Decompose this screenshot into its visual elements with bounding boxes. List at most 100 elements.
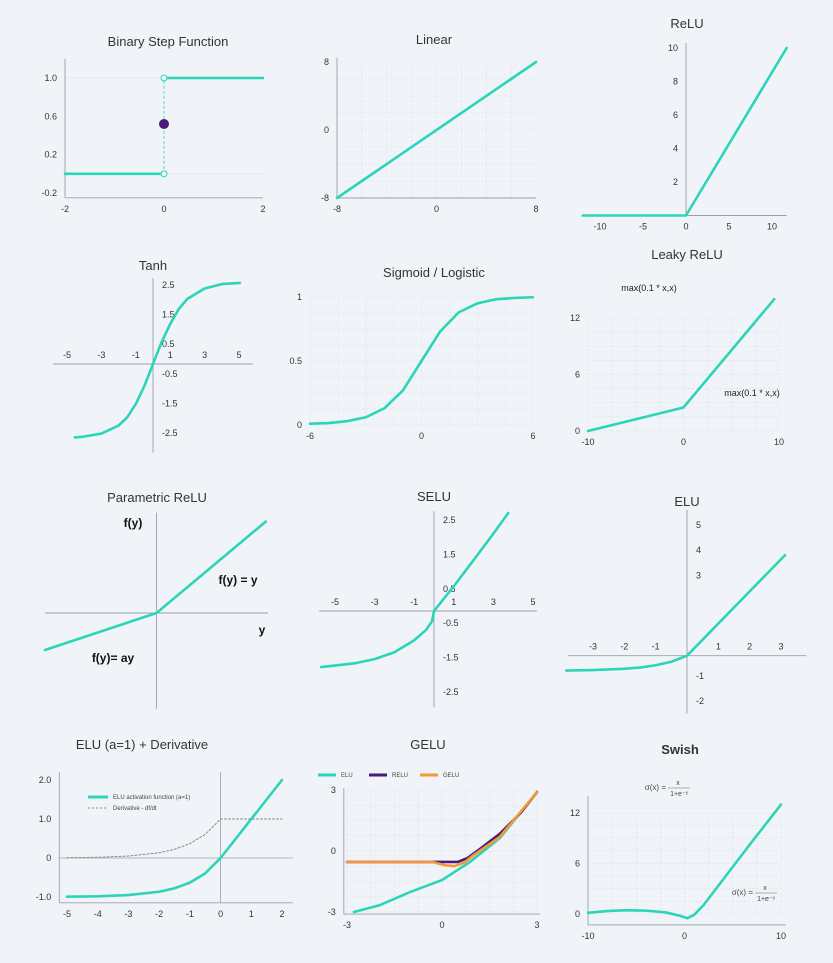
y-tick-label: 1.0 bbox=[39, 814, 52, 824]
x-tick-label: -8 bbox=[333, 204, 341, 214]
y-tick-label: 0.2 bbox=[44, 150, 57, 160]
chart-panel-2: 10 8 6 4 2 -10 -5 0 5 10 bbox=[581, 42, 788, 232]
x-tick-label: 5 bbox=[236, 350, 241, 360]
x-tick-label: -2 bbox=[155, 909, 163, 919]
annotation-label: y bbox=[259, 623, 266, 637]
x-tick-label: -1 bbox=[652, 642, 660, 652]
chart-title: Leaky ReLU bbox=[651, 247, 723, 262]
y-tick-label: 1.5 bbox=[443, 549, 456, 559]
x-tick-label: 3 bbox=[491, 597, 496, 607]
y-tick-label: 2.5 bbox=[443, 515, 456, 525]
formula-lhs: σ(x) = bbox=[732, 888, 753, 897]
annotation-label: f(y) bbox=[124, 516, 143, 530]
x-tick-label: 2 bbox=[279, 909, 284, 919]
series-line-elu bbox=[352, 790, 539, 914]
chart-title: Sigmoid / Logistic bbox=[383, 265, 485, 280]
formula-lhs: σ(x) = bbox=[645, 783, 666, 792]
y-tick-label: 8 bbox=[324, 57, 329, 67]
annotation-label: f(y) = y bbox=[218, 573, 257, 587]
chart-panel-3: 2.5 1.5 0.5 -0.5 -1.5 -2.5 -5 -3 -1 1 3 5 bbox=[53, 278, 253, 453]
y-tick-label: 3 bbox=[331, 785, 336, 795]
y-tick-label: 1.0 bbox=[44, 73, 57, 83]
x-tick-label: -2 bbox=[620, 642, 628, 652]
x-tick-label: 0 bbox=[682, 931, 687, 941]
chart-panel-11: 12 6 0 -10 0 10 σ(x) = x 1+e⁻ˣ σ(x) = x 1+e⁻ˣ bbox=[570, 780, 786, 941]
x-tick-label: -3 bbox=[124, 909, 132, 919]
chart-panel-0: 1.0 0.6 0.2 -0.2 -2 0 2 bbox=[41, 58, 266, 214]
y-tick-label: 1.5 bbox=[162, 310, 175, 320]
formula-denominator: 1+e⁻ˣ bbox=[757, 896, 776, 903]
chart-title: Linear bbox=[416, 32, 453, 47]
filled-point-marker bbox=[159, 119, 169, 129]
x-tick-label: 1 bbox=[249, 909, 254, 919]
chart-title: Parametric ReLU bbox=[107, 490, 207, 505]
x-tick-label: 5 bbox=[726, 222, 731, 232]
y-tick-label: 6 bbox=[575, 859, 580, 869]
x-tick-label: 0 bbox=[439, 920, 444, 930]
series-line-swish bbox=[586, 803, 783, 920]
y-tick-label: 4 bbox=[696, 545, 701, 555]
legend-label: RELU bbox=[392, 773, 408, 779]
y-tick-label: 10 bbox=[668, 43, 678, 53]
y-tick-label: -2 bbox=[696, 696, 704, 706]
y-tick-label: 0.6 bbox=[44, 111, 57, 121]
y-tick-label: 0 bbox=[575, 426, 580, 436]
y-tick-label: -0.5 bbox=[443, 618, 459, 628]
y-tick-label: 0 bbox=[297, 420, 302, 430]
y-tick-label: 12 bbox=[570, 313, 580, 323]
series-line-prelu bbox=[43, 520, 268, 652]
legend-label: ELU bbox=[341, 773, 353, 779]
chart-panel-4: 1 0.5 0 -6 0 6 bbox=[289, 292, 535, 441]
x-tick-label: 1 bbox=[451, 597, 456, 607]
x-tick-label: 3 bbox=[202, 350, 207, 360]
legend-label: Derivative - df/dt bbox=[113, 806, 157, 812]
chart-title: GELU bbox=[410, 737, 445, 752]
x-tick-label: -1 bbox=[132, 350, 140, 360]
chart-title: ReLU bbox=[670, 16, 703, 31]
y-tick-label: 0.5 bbox=[443, 584, 456, 594]
open-point-marker bbox=[160, 170, 168, 178]
chart-title: Tanh bbox=[139, 258, 167, 273]
y-tick-label: -0.5 bbox=[162, 369, 178, 379]
y-tick-label: 0 bbox=[575, 909, 580, 919]
y-tick-label: 2 bbox=[673, 177, 678, 187]
annotation-label: max(0.1 * x,x) bbox=[621, 283, 677, 293]
y-tick-label: 0 bbox=[46, 853, 51, 863]
formula-numerator: x bbox=[763, 885, 767, 892]
series-line-derivative-df-dt bbox=[66, 818, 283, 859]
x-tick-label: -3 bbox=[343, 920, 351, 930]
y-tick-label: -1.5 bbox=[443, 653, 459, 663]
chart-title: ELU (a=1) + Derivative bbox=[76, 737, 208, 752]
x-tick-label: 0 bbox=[161, 204, 166, 214]
x-tick-label: -10 bbox=[581, 931, 594, 941]
y-tick-label: 0.5 bbox=[162, 339, 175, 349]
y-tick-label: -3 bbox=[328, 907, 336, 917]
x-tick-label: 8 bbox=[533, 204, 538, 214]
chart-title: Swish bbox=[661, 742, 699, 757]
chart-panel-7: 2.5 1.5 0.5 -0.5 -1.5 -2.5 -5 -3 -1 1 3 5 bbox=[319, 511, 537, 708]
x-tick-label: 2 bbox=[747, 642, 752, 652]
y-tick-label: 6 bbox=[673, 110, 678, 120]
annotation-label: max(0.1 * x,x) bbox=[724, 388, 780, 398]
x-tick-label: 0 bbox=[681, 437, 686, 447]
x-tick-label: -6 bbox=[306, 431, 314, 441]
x-tick-label: -5 bbox=[331, 597, 339, 607]
x-tick-label: 2 bbox=[260, 204, 265, 214]
series-line-elu bbox=[565, 553, 787, 672]
series-line-leaky-relu bbox=[586, 297, 776, 433]
legend-label: GELU bbox=[443, 773, 459, 779]
y-tick-label: 0 bbox=[331, 846, 336, 856]
x-tick-label: -5 bbox=[63, 350, 71, 360]
x-tick-label: 10 bbox=[776, 931, 786, 941]
series-line-sigmoid bbox=[308, 295, 535, 426]
y-tick-label: 2.0 bbox=[39, 775, 52, 785]
y-tick-label: 1 bbox=[297, 292, 302, 302]
y-tick-label: 8 bbox=[673, 77, 678, 87]
x-tick-label: -4 bbox=[94, 909, 102, 919]
y-tick-label: 0.5 bbox=[289, 356, 302, 366]
series-line-tanh bbox=[73, 281, 242, 439]
chart-title: SELU bbox=[417, 489, 451, 504]
